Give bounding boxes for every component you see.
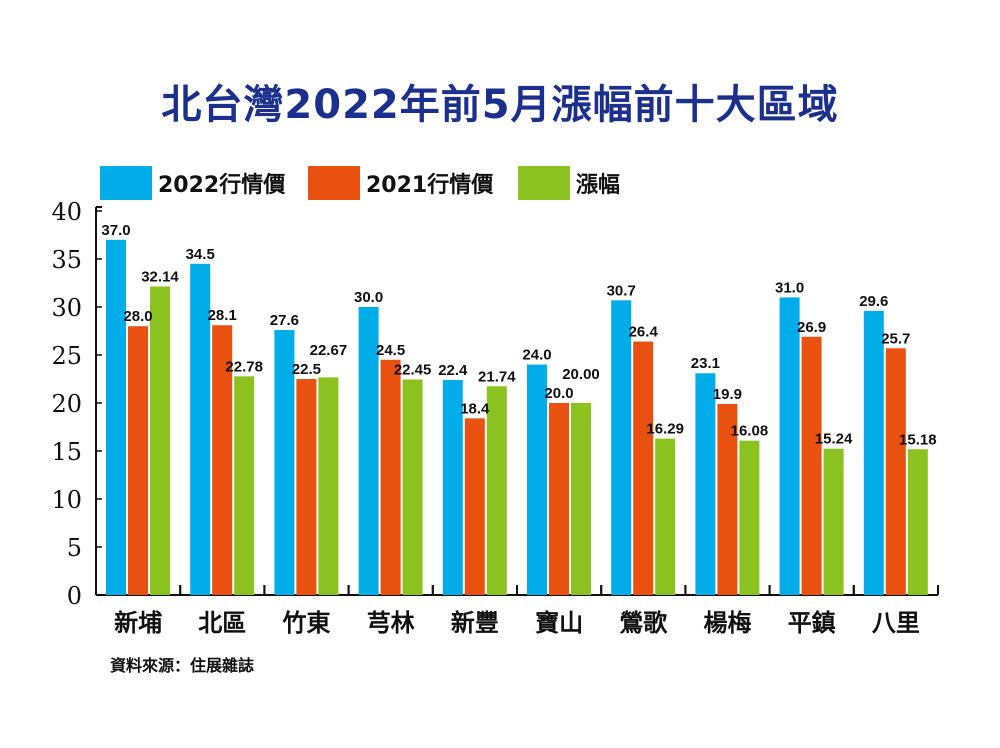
- legend-item-2021: 2021行情價: [308, 166, 493, 200]
- bar-0: [527, 364, 547, 595]
- data-label: 25.7: [881, 330, 910, 347]
- x-tick-label: 平鎮: [788, 608, 836, 637]
- x-tick-label: 楊梅: [704, 608, 752, 637]
- x-tick-label: 八里: [872, 608, 920, 637]
- bar-0: [358, 307, 379, 595]
- y-tick-label: 40: [51, 198, 82, 226]
- bar-0: [442, 379, 463, 595]
- bar-0: [611, 300, 632, 595]
- data-label: 21.74: [478, 368, 516, 385]
- legend-label-2022: 2022行情價: [158, 173, 286, 198]
- y-tick-label: 30: [51, 294, 82, 322]
- y-tick-label: 35: [51, 246, 82, 274]
- x-tick-label: 鶯歌: [619, 608, 668, 637]
- data-label: 22.78: [225, 358, 263, 375]
- y-tick-label: 20: [51, 390, 82, 418]
- legend-item-2022: 2022行情價: [100, 166, 285, 200]
- bar-0: [106, 239, 126, 596]
- y-tick-label: 25: [51, 342, 82, 370]
- bar-2: [655, 438, 676, 595]
- y-tick-label: 0: [67, 582, 82, 610]
- data-label: 20.0: [544, 385, 573, 402]
- bar-2: [571, 403, 591, 595]
- bar-0: [779, 297, 800, 595]
- data-label: 27.6: [270, 312, 299, 329]
- data-label: 26.4: [629, 324, 659, 341]
- bar-0: [863, 310, 884, 595]
- bar-1: [128, 326, 148, 595]
- data-label: 16.29: [646, 421, 684, 438]
- data-label: 37.0: [101, 222, 130, 239]
- data-label: 24.5: [376, 342, 405, 359]
- data-label: 15.18: [899, 431, 937, 448]
- data-label: 31.0: [775, 279, 804, 296]
- x-tick-label: 北區: [198, 608, 246, 637]
- data-label: 29.6: [859, 293, 888, 310]
- legend-label-growth: 漲幅: [576, 173, 621, 198]
- bar-2: [402, 379, 423, 595]
- y-tick-label: 5: [67, 534, 82, 562]
- bar-0: [274, 330, 295, 595]
- data-label: 24.0: [522, 347, 551, 364]
- bar-2: [486, 386, 507, 595]
- data-label: 22.4: [438, 362, 468, 379]
- x-tick-label: 新埔: [114, 608, 162, 637]
- bar-1: [296, 379, 317, 595]
- x-tick-label: 竹東: [282, 608, 331, 637]
- bar-2: [739, 440, 760, 595]
- source-note: 資料來源：住展雜誌: [110, 656, 255, 675]
- data-label: 22.67: [310, 342, 348, 359]
- data-label: 20.00: [562, 366, 600, 383]
- bar-2: [318, 377, 339, 595]
- x-tick-label: 芎林: [367, 608, 415, 637]
- legend-label-2021: 2021行情價: [366, 173, 494, 198]
- bar-1: [801, 336, 822, 595]
- data-label: 23.1: [691, 355, 720, 372]
- y-tick-label: 10: [51, 486, 82, 514]
- data-label: 19.9: [713, 386, 742, 403]
- bar-0: [695, 373, 716, 595]
- x-tick-label: 寶山: [535, 608, 583, 637]
- data-label: 16.08: [731, 423, 769, 440]
- data-label: 28.0: [123, 308, 152, 325]
- bar-2: [823, 448, 844, 595]
- legend-swatch-2022: [100, 166, 152, 200]
- bar-1: [885, 348, 906, 595]
- bar-0: [190, 263, 211, 595]
- legend-item-growth: 漲幅: [518, 166, 620, 200]
- data-label: 26.9: [797, 319, 826, 336]
- legend-swatch-growth: [518, 166, 570, 200]
- data-label: 30.0: [354, 289, 383, 306]
- bar-1: [633, 341, 654, 595]
- bar-1: [549, 403, 569, 595]
- data-label: 22.5: [292, 361, 321, 378]
- bar-2: [150, 286, 170, 595]
- bar-1: [464, 418, 485, 595]
- bar-1: [212, 325, 233, 595]
- data-label: 18.4: [460, 400, 490, 417]
- data-label: 34.5: [186, 246, 215, 263]
- data-label: 28.1: [208, 307, 237, 324]
- x-tick-label: 新豐: [451, 608, 499, 637]
- data-label: 32.14: [141, 268, 179, 285]
- bar-2: [907, 449, 928, 595]
- data-label: 22.45: [394, 361, 432, 378]
- y-tick-label: 15: [51, 438, 82, 466]
- data-label: 15.24: [815, 431, 853, 448]
- data-label: 30.7: [607, 282, 636, 299]
- bar-1: [717, 403, 738, 595]
- bar-1: [380, 359, 401, 595]
- legend-swatch-2021: [308, 166, 360, 200]
- chart-title: 北台灣2022年前5月漲幅前十大區域: [161, 82, 839, 128]
- bar-2: [234, 376, 255, 595]
